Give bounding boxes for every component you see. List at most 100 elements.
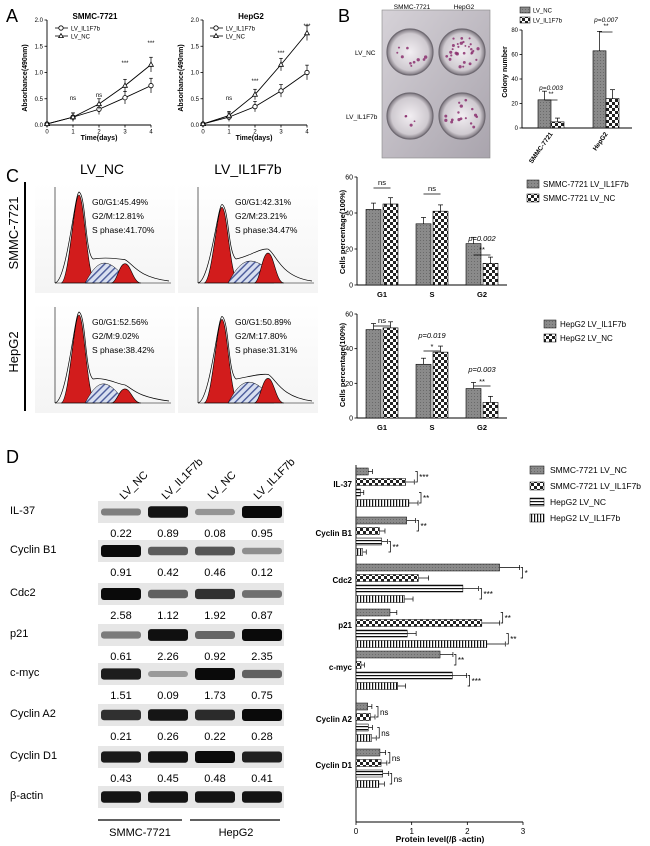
flow-histograms: G0/G1:45.49%G2/M:12.81%S phase:41.70%G0/… <box>35 183 318 413</box>
category-label: c-myc <box>329 663 353 672</box>
chart-xlabel: Protein level(/β -actin) <box>396 834 485 844</box>
flow-stat-text: G2/M:23.21% <box>235 211 287 221</box>
flow-col-header: LV_NC <box>80 161 124 177</box>
colony <box>396 51 399 54</box>
significance-label: ns <box>226 96 232 102</box>
blot-band <box>101 791 141 803</box>
data-point <box>199 120 207 127</box>
legend-entry: HepG2 LV_IL1F7b <box>560 320 627 329</box>
quant-value: 0.42 <box>157 567 178 579</box>
colony <box>459 41 463 45</box>
y-tick-label: 0.5 <box>35 97 44 103</box>
g2-peak <box>110 263 142 284</box>
quant-value: 1.51 <box>110 690 131 702</box>
x-tick-label: 1 <box>409 827 414 836</box>
bar <box>605 98 620 129</box>
flow-histogram: G0/G1:52.56% G2/M:9.02% S phase:38.42% <box>35 303 175 413</box>
chart-ylabel: Cells percentage(100%) <box>338 189 347 274</box>
colony <box>459 117 463 121</box>
data-point <box>69 113 77 120</box>
blot-band <box>242 629 282 641</box>
legend-entry: LV_NC <box>71 35 91 41</box>
colony <box>464 117 467 120</box>
lane-label: LV_IL1F7b <box>252 456 298 502</box>
blot-band <box>242 590 282 598</box>
data-point <box>304 69 310 76</box>
bar <box>355 640 488 648</box>
x-tick-label: 2 <box>253 130 257 136</box>
legend-marker-triangle <box>213 32 219 38</box>
significance-bracket <box>520 567 523 579</box>
flow-row-header: HepG2 <box>6 331 21 372</box>
legend-entry: LV_IL1F7b <box>533 19 563 25</box>
y-tick-label: 60 <box>345 312 353 319</box>
legend-entry: SMMC-7721 LV_NC <box>550 465 627 475</box>
significance-label: * <box>431 342 434 351</box>
x-tick-label: G2 <box>477 290 487 299</box>
quant-value: 0.22 <box>110 528 131 540</box>
significance-label: ns <box>378 316 386 325</box>
legend-marker-circle <box>213 25 219 31</box>
significance-label: *** <box>251 79 259 85</box>
flow-stat-text: G2/M:17.80% <box>235 331 287 341</box>
y-tick-label: 0 <box>349 283 353 290</box>
colony <box>470 51 474 54</box>
quant-value: 0.46 <box>204 567 225 579</box>
flow-stat-text: S phase:41.70% <box>92 225 155 235</box>
x-tick-label: 2 <box>97 130 101 136</box>
colony <box>445 54 449 58</box>
bar <box>355 650 441 659</box>
p-value-label: p=0.007 <box>593 17 618 24</box>
panel-label-d: D <box>6 447 19 467</box>
g1-peak <box>60 194 96 284</box>
bar <box>432 210 449 286</box>
data-point <box>121 82 129 88</box>
chart-ylabel: Colony number <box>502 46 509 98</box>
bar <box>537 99 552 129</box>
quant-value: 1.92 <box>204 610 225 622</box>
x-tick-label: G1 <box>377 423 387 432</box>
flow-stat-text: G0/G1:45.49% <box>92 197 149 207</box>
bar <box>355 574 419 582</box>
colony <box>423 55 428 59</box>
legend-marker-triangle <box>58 32 64 38</box>
quant-value: 1.73 <box>204 690 225 702</box>
blot-band <box>195 751 235 763</box>
quant-value: 0.92 <box>204 651 225 663</box>
blot-band <box>101 588 141 600</box>
significance-label: *** <box>472 677 481 686</box>
blot-band <box>148 589 188 599</box>
x-tick-label: HepG2 <box>592 131 610 152</box>
bar <box>355 661 362 669</box>
panel-label-c: C <box>6 166 19 186</box>
y-tick-label: 40 <box>345 211 353 218</box>
p-value-label: p=0.003 <box>538 85 563 92</box>
blot-band <box>101 545 141 557</box>
y-tick-label: 80 <box>511 28 518 34</box>
blot-row: Cdc2 2.58 1.12 1.92 0.87 <box>10 583 284 622</box>
significance-label: ns <box>378 178 386 187</box>
colony-dots <box>396 37 480 129</box>
blot-strip <box>98 583 284 605</box>
bar <box>355 537 382 546</box>
legend-entry: HepG2 LV_NC <box>560 334 613 343</box>
g2-peak <box>110 388 142 404</box>
bar <box>355 780 380 788</box>
blot-band <box>148 671 188 677</box>
x-tick-label: 3 <box>123 130 127 136</box>
colony <box>413 120 416 123</box>
lane-label: LV_NC <box>118 469 151 502</box>
bar <box>355 584 464 593</box>
quant-value: 2.26 <box>157 651 178 663</box>
bar <box>365 329 382 419</box>
colony <box>448 57 452 61</box>
significance-label: ** <box>479 245 485 254</box>
colony <box>450 54 453 57</box>
quant-value: 0.48 <box>204 773 225 785</box>
data-point <box>147 61 155 67</box>
flow-stat-text: G0/G1:42.31% <box>235 197 292 207</box>
chart-ylabel: Absorbance(490nm) <box>22 44 29 111</box>
blot-band <box>242 751 282 763</box>
bar <box>355 748 381 757</box>
bar <box>355 723 369 732</box>
